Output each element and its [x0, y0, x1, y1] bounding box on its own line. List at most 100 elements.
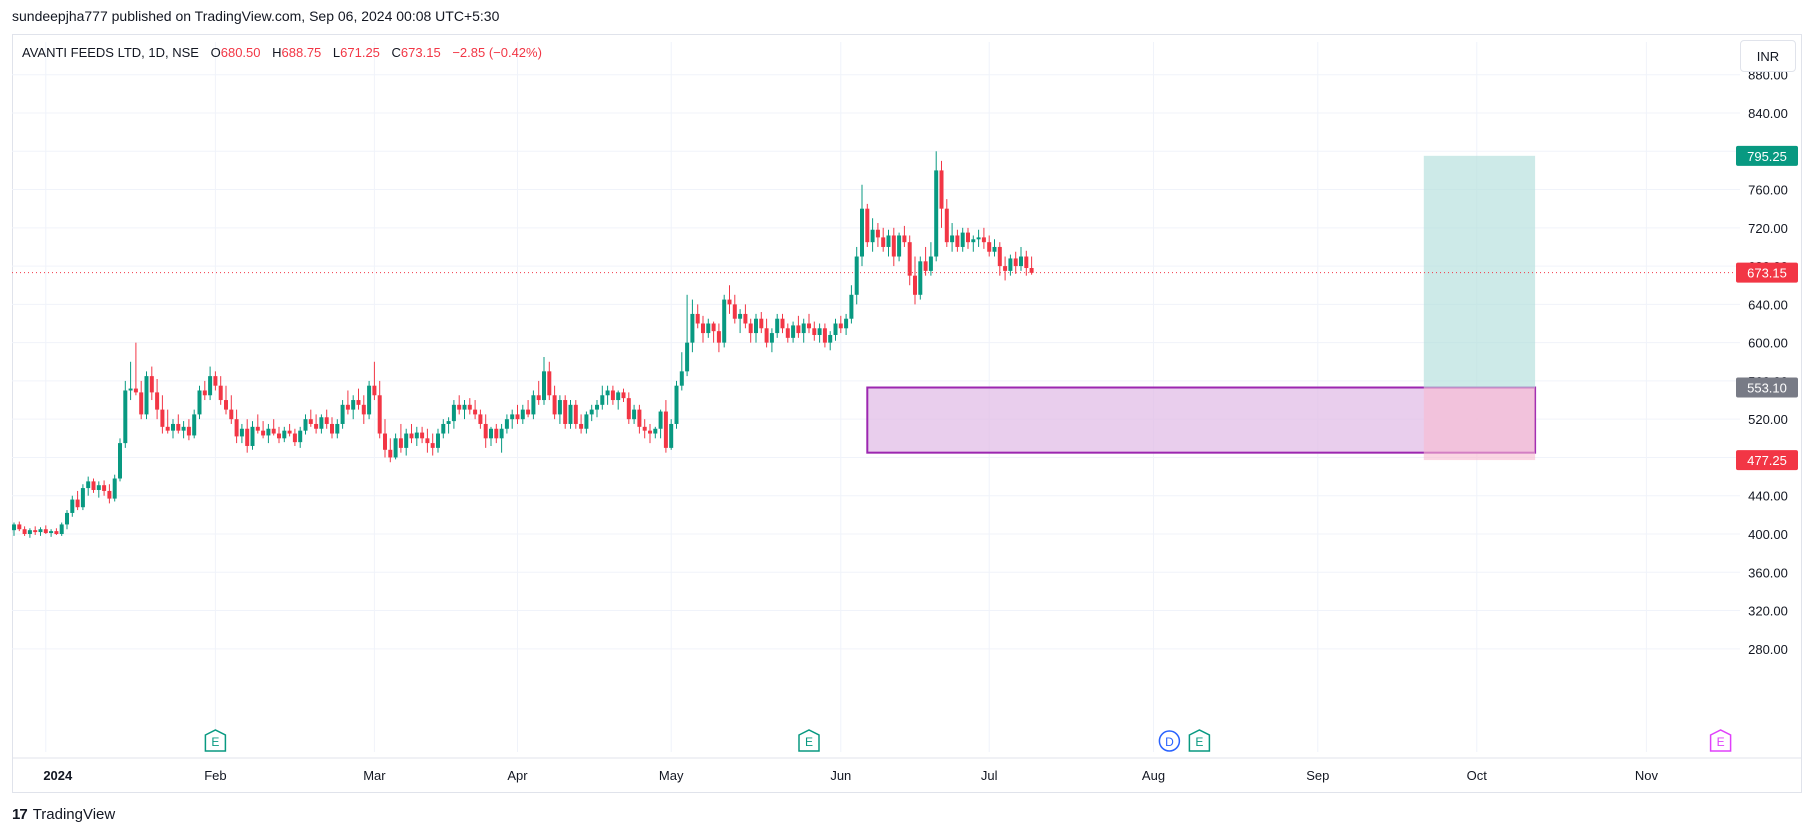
x-tick-label: 2024 [43, 768, 73, 783]
candle-body [812, 328, 817, 335]
candle-body [775, 318, 780, 334]
candle-body [881, 237, 886, 247]
candle-body [441, 423, 446, 434]
candle-body [149, 376, 154, 393]
candle-body [59, 524, 64, 534]
candle-body [298, 430, 303, 443]
candle-body [997, 246, 1002, 267]
candle-body [807, 323, 811, 329]
candle-body [208, 376, 213, 396]
y-tick-label: 840.00 [1748, 106, 1788, 121]
tradingview-brand[interactable]: 17 TradingView [12, 806, 115, 823]
candle-body [769, 333, 774, 343]
candle-body [738, 313, 743, 319]
candle-body [409, 433, 414, 439]
close-label: C [391, 45, 401, 60]
candle-body [388, 449, 393, 458]
ohlc-legend: AVANTI FEEDS LTD, 1D, NSE O680.50 H688.7… [22, 45, 542, 60]
candle-body [637, 409, 642, 427]
candle-body [186, 426, 191, 436]
candle-body [913, 275, 917, 295]
y-tick-label: 400.00 [1748, 527, 1788, 542]
y-tick-label: 320.00 [1748, 604, 1788, 619]
candle-body [192, 414, 197, 436]
candle-body [701, 323, 705, 334]
candle-body [49, 531, 54, 534]
candle-body [849, 294, 854, 319]
candle-body [822, 328, 827, 343]
candle-body [467, 404, 472, 410]
candle-body [218, 385, 223, 401]
high-value: 688.75 [281, 45, 322, 60]
candle-body [669, 423, 674, 448]
candle-body [54, 531, 59, 534]
price-axis-label [1736, 450, 1798, 471]
candle-body [436, 433, 440, 448]
candle-body [764, 328, 769, 343]
candle-body [155, 392, 160, 410]
candle-body [33, 530, 38, 533]
candle-body [981, 237, 986, 243]
candle-body [844, 318, 849, 329]
symbol-title[interactable]: AVANTI FEEDS LTD, 1D, NSE [22, 45, 199, 60]
price-axis-label [1736, 262, 1798, 283]
currency-button[interactable]: INR [1740, 40, 1796, 72]
candle-body [70, 499, 75, 513]
candle-body [499, 428, 504, 439]
y-tick-label: 760.00 [1748, 183, 1788, 198]
x-tick-label: May [659, 768, 684, 783]
candle-body [261, 430, 266, 436]
x-tick-label: Aug [1142, 768, 1165, 783]
candle-body [367, 385, 372, 415]
price-axis-label-text: 673.15 [1747, 266, 1787, 281]
brand-name: TradingView [32, 806, 116, 823]
candle-body [213, 376, 218, 386]
candle-body [398, 438, 403, 448]
candle-body [277, 433, 281, 439]
candle-body [345, 404, 350, 410]
candle-body [520, 409, 525, 420]
candle-body [420, 432, 425, 439]
candle-body [939, 170, 944, 209]
candle-body [91, 481, 96, 490]
price-axis-label-text: 795.25 [1747, 149, 1787, 164]
candle-body [489, 428, 493, 439]
candle-body [557, 400, 562, 415]
candle-body [330, 423, 334, 434]
change-value: −2.85 (−0.42%) [452, 45, 542, 60]
candle-body [563, 400, 568, 424]
event-marker-letter: E [805, 735, 813, 749]
candle-body [139, 392, 144, 415]
candle-body [860, 208, 864, 257]
y-tick-label: 360.00 [1748, 565, 1788, 580]
candle-body [605, 390, 610, 396]
candle-body [579, 423, 584, 429]
candle-body [902, 235, 907, 243]
candle-body [494, 428, 499, 439]
earnings-marker-icon [1188, 729, 1211, 752]
candle-body [483, 423, 488, 439]
candle-body [658, 411, 663, 429]
candle-body [865, 208, 870, 243]
price-axis-label [1736, 145, 1798, 166]
candle-body [75, 499, 80, 508]
candle-body [653, 428, 658, 434]
candle-body [234, 419, 239, 437]
candle-body [65, 512, 69, 525]
candle-body [685, 342, 690, 372]
event-marker-letter: E [1195, 735, 1203, 749]
candle-body [361, 404, 366, 415]
candle-body [202, 390, 207, 396]
candle-body [971, 239, 976, 243]
candle-body [510, 414, 515, 420]
candle-body [287, 430, 292, 434]
candle-body [531, 395, 536, 415]
candle-body [928, 256, 933, 271]
candle-body [897, 235, 902, 257]
candle-body [854, 256, 859, 295]
candle-body [944, 208, 949, 243]
candle-body [923, 261, 928, 271]
candle-body [706, 323, 711, 334]
low-label: L [332, 45, 341, 60]
